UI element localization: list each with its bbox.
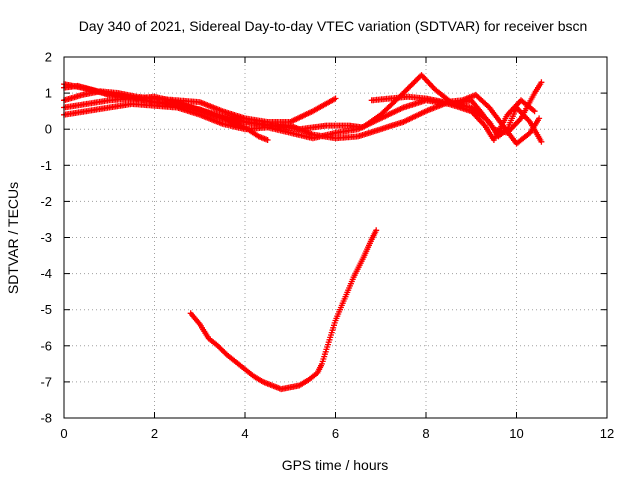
- y-tick-label: -8: [40, 411, 52, 426]
- y-tick-label: 0: [45, 122, 52, 137]
- y-tick-label: -3: [40, 230, 52, 245]
- data-points: [368, 91, 543, 147]
- x-tick-label: 0: [60, 426, 67, 441]
- grid-lines: [64, 57, 607, 418]
- series-track-7: [187, 227, 380, 393]
- y-tick-label: 1: [45, 86, 52, 101]
- x-tick-label: 6: [332, 426, 339, 441]
- plot-frame: [63, 56, 608, 419]
- x-tick-label: 2: [151, 426, 158, 441]
- y-tick-label: -6: [40, 338, 52, 353]
- data-points: [187, 227, 380, 393]
- x-axis-label: GPS time / hours: [282, 457, 389, 473]
- plot-area: [61, 72, 545, 393]
- x-tick-label: 4: [241, 426, 248, 441]
- y-tick-label: 2: [45, 50, 52, 65]
- x-tick-label: 12: [600, 426, 614, 441]
- x-tick-label: 10: [509, 426, 523, 441]
- y-tick-label: -1: [40, 158, 52, 173]
- x-tick-label: 8: [422, 426, 429, 441]
- series-track-6: [368, 91, 543, 147]
- y-axis-label: SDTVAR / TECUs: [5, 182, 21, 294]
- y-tick-label: -2: [40, 194, 52, 209]
- y-tick-label: -5: [40, 302, 52, 317]
- y-tick-label: -7: [40, 374, 52, 389]
- y-tick-label: -4: [40, 266, 52, 281]
- chart-title: Day 340 of 2021, Sidereal Day-to-day VTE…: [79, 18, 588, 34]
